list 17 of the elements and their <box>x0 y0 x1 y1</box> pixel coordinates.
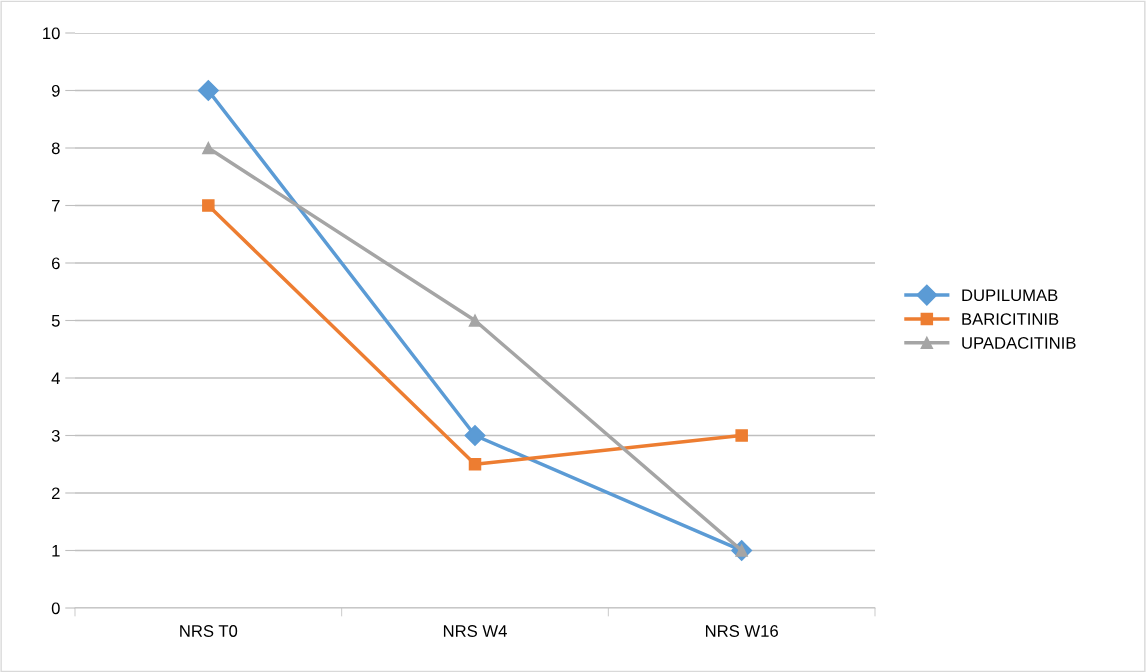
legend-label: BARICITINIB <box>962 313 1059 325</box>
y-tick-label: 4 <box>51 372 60 385</box>
y-tick-label: 3 <box>51 429 60 442</box>
y-tick-label: 5 <box>51 315 60 327</box>
x-tick-label: NRS T0 <box>180 625 238 637</box>
y-tick-label: 0 <box>51 602 60 615</box>
x-tick-label: NRS W16 <box>705 625 778 637</box>
y-tick-label: 8 <box>51 142 60 155</box>
y-tick-label: 9 <box>51 84 60 97</box>
y-tick-label: 7 <box>52 200 60 212</box>
y-tick-label: 10 <box>43 27 60 40</box>
legend-label: DUPILUMAB <box>962 289 1058 302</box>
y-tick-label: 6 <box>51 257 60 270</box>
x-tick-label: NRS W4 <box>443 625 507 637</box>
y-tick-label: 2 <box>51 487 60 500</box>
y-tick-label: 1 <box>52 545 60 557</box>
legend-label: UPADACITINIB <box>962 337 1076 349</box>
